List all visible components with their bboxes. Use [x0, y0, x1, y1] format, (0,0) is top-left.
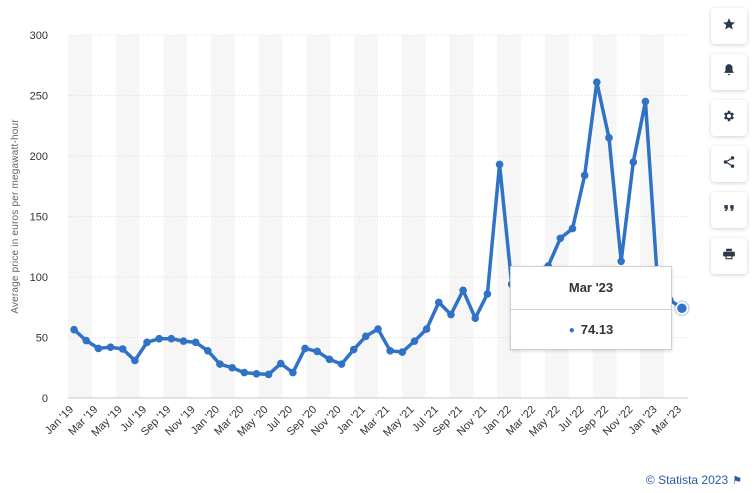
data-point[interactable]	[70, 325, 78, 334]
y-tick-label: 0	[42, 393, 48, 405]
data-point[interactable]	[459, 286, 467, 295]
favorite-button[interactable]	[711, 8, 747, 44]
background-band	[354, 35, 378, 398]
data-point[interactable]	[325, 355, 334, 364]
data-point[interactable]	[434, 298, 443, 307]
y-tick-label: 50	[36, 333, 48, 345]
data-point[interactable]	[106, 343, 115, 351]
data-point[interactable]	[289, 368, 297, 377]
y-axis-label: Average price in euros per megawatt-hour	[10, 119, 21, 314]
data-point[interactable]	[471, 314, 480, 322]
data-point[interactable]	[276, 359, 285, 368]
data-point[interactable]	[179, 337, 188, 345]
data-point[interactable]	[143, 338, 151, 347]
data-point[interactable]	[155, 334, 163, 343]
data-point[interactable]	[349, 345, 358, 354]
background-band	[115, 35, 140, 398]
background-band	[258, 35, 283, 398]
tooltip: Mar '23 ● 74.13	[510, 266, 672, 350]
data-point[interactable]	[447, 310, 455, 319]
data-point[interactable]	[131, 356, 139, 365]
data-point[interactable]	[216, 360, 224, 368]
background-band	[163, 35, 188, 398]
series-layer	[70, 78, 690, 379]
cite-button[interactable]	[711, 192, 747, 228]
data-point[interactable]	[568, 224, 577, 233]
y-tick-label: 200	[30, 151, 48, 163]
data-point[interactable]	[580, 171, 589, 180]
bell-icon	[722, 63, 736, 82]
data-point[interactable]	[240, 368, 249, 377]
tooltip-value: 74.13	[580, 322, 614, 337]
data-point[interactable]	[556, 234, 565, 243]
background-band	[68, 35, 92, 398]
tooltip-value-row: ● 74.13	[511, 310, 671, 350]
tooltip-label: Mar '23	[511, 267, 671, 310]
data-point[interactable]	[204, 347, 212, 355]
data-point[interactable]	[191, 338, 200, 347]
data-point[interactable]	[495, 160, 504, 169]
credit-text: © Statista 2023	[645, 473, 729, 487]
data-point[interactable]	[167, 334, 176, 343]
data-point[interactable]	[641, 97, 650, 106]
y-axis-ticks: 0 50 100 150 200 250 300	[30, 30, 48, 405]
data-point[interactable]	[410, 337, 419, 345]
notification-button[interactable]	[711, 54, 747, 90]
quote-icon	[722, 201, 736, 220]
y-tick-label: 250	[30, 91, 48, 103]
background-band	[306, 35, 331, 398]
y-tick-label: 100	[30, 272, 48, 284]
data-point[interactable]	[398, 348, 407, 356]
data-point[interactable]	[337, 360, 346, 368]
data-point[interactable]	[94, 344, 103, 353]
data-point[interactable]	[386, 347, 394, 355]
series-dot-icon: ●	[568, 325, 575, 336]
y-tick-label: 150	[30, 212, 48, 224]
data-point[interactable]	[422, 325, 431, 333]
gear-icon	[722, 109, 736, 128]
background-band	[211, 35, 235, 398]
data-point[interactable]	[362, 332, 370, 341]
data-point[interactable]	[118, 345, 127, 353]
data-point[interactable]	[675, 302, 689, 315]
data-point[interactable]	[264, 370, 273, 379]
data-point[interactable]	[313, 347, 322, 356]
side-toolbar	[711, 8, 747, 284]
settings-button[interactable]	[711, 100, 747, 136]
y-tick-label: 300	[30, 30, 48, 42]
statista-credit[interactable]: © Statista 2023 ⚑	[646, 473, 742, 487]
data-point[interactable]	[82, 336, 91, 345]
data-point[interactable]	[483, 290, 492, 298]
data-point[interactable]	[374, 325, 382, 333]
data-point[interactable]	[629, 158, 638, 166]
print-button[interactable]	[711, 238, 747, 274]
star-icon	[722, 17, 736, 36]
data-point[interactable]	[252, 370, 261, 378]
print-icon	[722, 247, 736, 266]
data-point[interactable]	[228, 363, 236, 372]
data-point[interactable]	[301, 344, 309, 353]
flag-icon: ⚑	[732, 475, 742, 487]
share-icon	[722, 155, 736, 174]
data-point[interactable]	[605, 134, 613, 142]
share-button[interactable]	[711, 146, 747, 182]
data-point[interactable]	[617, 257, 625, 266]
data-point[interactable]	[593, 78, 601, 86]
